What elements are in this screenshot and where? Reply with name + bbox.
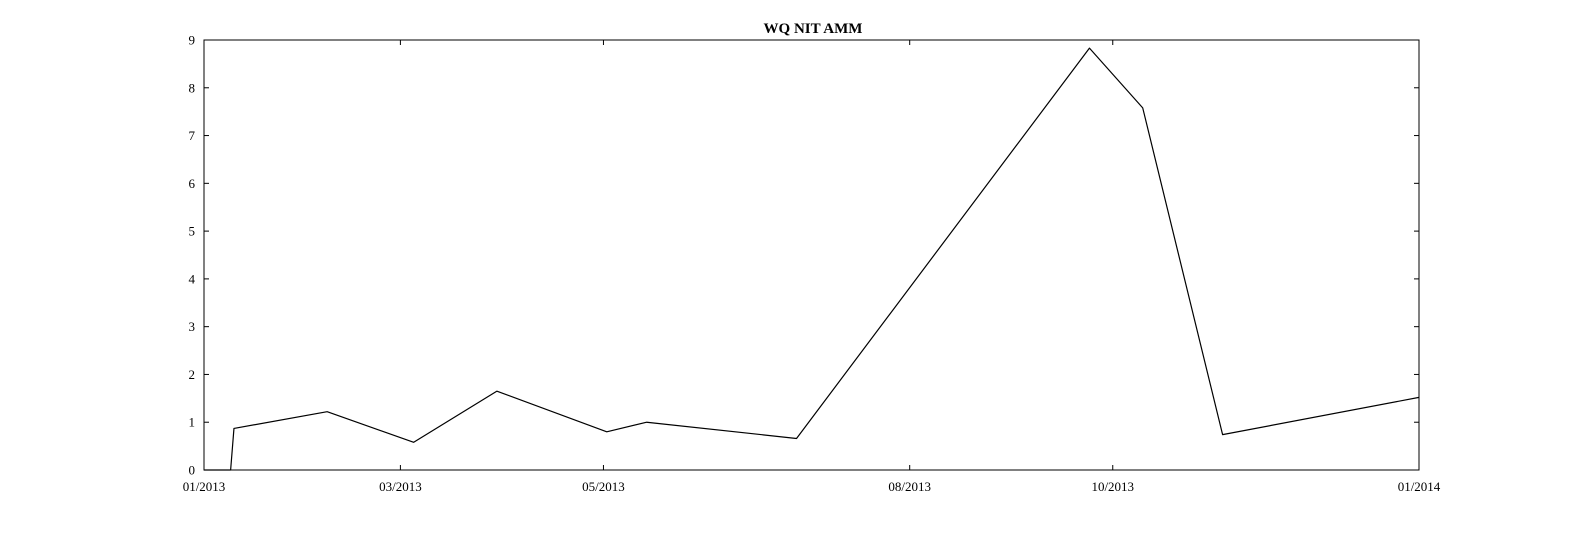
y-tick-label: 1	[189, 415, 196, 430]
x-axis: 01/2013 03/2013 05/2013 08/2013 10/2013 01/20…	[183, 40, 1441, 494]
x-tick-label: 10/2013	[1091, 479, 1134, 494]
series-line	[204, 47, 1420, 471]
y-tick-label: 4	[189, 271, 196, 286]
y-tick-label: 9	[189, 33, 196, 48]
series-layer	[204, 47, 1420, 471]
y-tick-label: 8	[189, 80, 196, 95]
x-tick-label: 01/2013	[183, 479, 226, 494]
y-tick-label: 2	[189, 367, 196, 382]
y-tick-label: 0	[189, 463, 196, 478]
y-tick-label: 3	[189, 319, 196, 334]
y-tick-label: 5	[189, 224, 196, 239]
x-tick-label: 03/2013	[379, 479, 422, 494]
x-tick-label: 05/2013	[582, 479, 625, 494]
y-axis: 0 1 2 3 4 5 6 7 8 9	[189, 33, 1419, 478]
plot-area-frame	[203, 39, 1420, 471]
x-tick-label: 01/2014	[1398, 479, 1441, 494]
y-tick-label: 6	[189, 176, 196, 191]
y-tick-label: 7	[189, 128, 196, 143]
chart-title: WQ NIT AMM	[764, 21, 863, 37]
x-tick-label: 08/2013	[888, 479, 931, 494]
